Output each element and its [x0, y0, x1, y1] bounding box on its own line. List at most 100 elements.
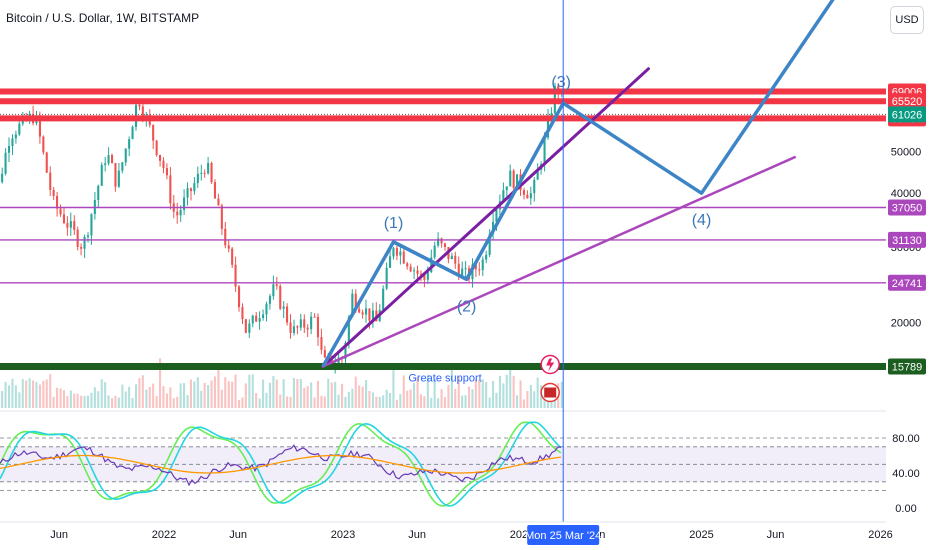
- time-tick-label: 2025: [689, 529, 713, 541]
- volume-bar: [289, 396, 292, 408]
- upper-trendline[interactable]: [321, 67, 650, 368]
- volume-bar: [152, 383, 155, 408]
- volume-bar: [450, 365, 453, 408]
- volume-bar: [90, 392, 93, 408]
- candle-body: [255, 315, 258, 322]
- candle-body: [220, 205, 223, 229]
- volume-bar: [316, 380, 319, 408]
- volume-bar: [193, 381, 196, 408]
- volume-bar: [145, 389, 148, 408]
- rsi-line: [0, 444, 562, 487]
- candle-body: [200, 172, 203, 174]
- candle-body: [512, 170, 515, 188]
- volume-bar: [303, 387, 306, 408]
- volume-bar: [135, 384, 138, 408]
- candle-body: [196, 173, 199, 184]
- volume-bar: [512, 375, 515, 408]
- candle-body: [179, 209, 182, 216]
- wave-segment-1-2[interactable]: [391, 240, 469, 282]
- oscillator-pane[interactable]: [0, 421, 886, 507]
- candle-body: [8, 145, 11, 153]
- lower-trendline[interactable]: [321, 155, 796, 368]
- volume-bar: [80, 395, 83, 408]
- candle-body: [371, 310, 374, 321]
- volume-bar: [426, 374, 429, 408]
- level-label-text: 15789: [892, 362, 923, 374]
- volume-bar: [447, 384, 450, 408]
- candle-body: [354, 293, 357, 309]
- candle-body: [159, 155, 162, 161]
- volume-bar: [25, 380, 28, 408]
- volume-bar: [42, 380, 45, 408]
- volume-bar: [361, 386, 364, 408]
- time-tick-label: 2023: [331, 529, 355, 541]
- candle-body: [543, 137, 546, 165]
- candle-body: [522, 190, 525, 195]
- stoch-fast-line: [0, 421, 562, 507]
- candle-body: [56, 196, 59, 209]
- candle-body: [368, 308, 371, 321]
- volume-bar: [97, 391, 100, 408]
- candle-body: [251, 315, 254, 324]
- flag-glyph: [544, 387, 557, 398]
- volume-bar: [86, 395, 89, 408]
- candle-body: [231, 248, 234, 265]
- candle-body: [320, 337, 323, 350]
- price-pane[interactable]: (1) (2) (3) (4) Greate support: [0, 0, 886, 408]
- volume-bar: [433, 378, 436, 408]
- volume-bar: [292, 378, 295, 408]
- candle-body: [131, 126, 134, 140]
- candle-body: [392, 248, 395, 257]
- volume-bar: [183, 383, 186, 408]
- candle-body: [224, 228, 227, 246]
- volume-bar: [320, 395, 323, 408]
- wave-label-4: (4): [692, 212, 712, 229]
- currency-button[interactable]: USD: [890, 6, 924, 34]
- drawings[interactable]: (1) (2) (3) (4) Greate support: [321, 0, 851, 403]
- volume-bar: [231, 381, 234, 408]
- volume-bar: [255, 393, 258, 408]
- candle-body: [272, 284, 275, 297]
- candle-body: [155, 140, 158, 155]
- candle-body: [111, 155, 114, 164]
- candle-body: [419, 273, 422, 275]
- candle-body: [529, 193, 532, 199]
- volume-bar: [327, 378, 330, 408]
- candle-body: [183, 197, 186, 210]
- candle-body: [474, 264, 477, 270]
- candle-body: [450, 255, 453, 260]
- volume-bar: [169, 387, 172, 408]
- horizontal-levels[interactable]: [0, 88, 886, 370]
- elliott-wave-path[interactable]: [321, 0, 851, 368]
- candle-body: [502, 190, 505, 202]
- volume-bar: [18, 392, 21, 408]
- time-axis[interactable]: Jun2022Jun2023Jun2024Jun2025Jun2026Mon 2…: [0, 521, 893, 545]
- volume-bar: [351, 388, 354, 408]
- volume-bar: [56, 387, 59, 408]
- volume-bar: [227, 381, 230, 408]
- candle-body: [73, 221, 76, 230]
- candle-body: [213, 182, 216, 199]
- volume-bar: [457, 376, 460, 408]
- candle-body: [299, 319, 302, 328]
- price-tick-label: 20000: [891, 317, 922, 329]
- volume-bar: [413, 382, 416, 408]
- candle-body: [86, 235, 89, 237]
- level-label-text: 37050: [892, 203, 923, 215]
- volume-bar: [200, 390, 203, 408]
- candle-body: [303, 319, 306, 328]
- candle-body: [416, 270, 419, 274]
- volume-bar: [522, 399, 525, 408]
- volume-bar: [121, 384, 124, 408]
- volume-bar: [474, 379, 477, 408]
- volume-bar: [505, 374, 508, 408]
- candle-body: [505, 186, 508, 191]
- volume-bar: [220, 389, 223, 408]
- volume-bar: [14, 385, 17, 408]
- level-price-labels: 6900665520597373705031130247411578961026: [888, 83, 926, 375]
- volume-bar: [313, 397, 316, 408]
- wave-label-2: (2): [457, 298, 477, 315]
- candle-body: [162, 160, 165, 169]
